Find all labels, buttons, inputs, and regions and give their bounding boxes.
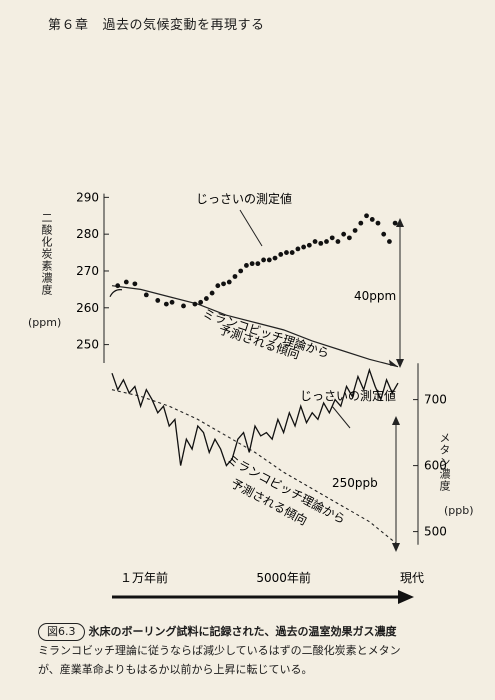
co2-start-curve xyxy=(109,289,123,298)
co2-measured-point xyxy=(272,255,278,261)
co2-measured-point xyxy=(295,246,301,252)
co2-theory-line xyxy=(111,285,399,368)
methane-y-tick-label: 500 xyxy=(424,525,447,539)
co2-measured-point xyxy=(249,261,255,267)
co2-measured-point xyxy=(364,213,369,219)
co2-measured-point xyxy=(221,281,226,287)
co2-measured-point xyxy=(209,290,215,296)
co2-measured-point xyxy=(335,239,341,244)
co2-measured-point xyxy=(358,220,364,226)
co2-measured-point xyxy=(289,250,295,255)
co2-measured-point xyxy=(352,228,358,233)
running-header: 第６章 過去の気候変動を再現する xyxy=(48,14,279,33)
co2-gap-arrowhead-top xyxy=(396,218,404,227)
co2-measured-point xyxy=(341,231,347,237)
co2-measured-point xyxy=(318,240,324,246)
figure-number: 図6.3 xyxy=(38,623,85,641)
co2-measured-point xyxy=(163,301,169,307)
co2-measured-point xyxy=(284,250,289,255)
co2-measured-point xyxy=(324,239,329,244)
methane-gap-arrowhead-top xyxy=(392,416,400,425)
co2-measured-point xyxy=(312,239,318,244)
co2-measured-point xyxy=(375,220,381,226)
co2-measured-point xyxy=(203,296,209,301)
co2-measured-point xyxy=(169,299,175,305)
co2-measured-point xyxy=(238,268,244,274)
methane-gap-label: 250ppb xyxy=(332,476,378,490)
methane-y-tick-label: 600 xyxy=(424,459,447,473)
co2-measured-point xyxy=(392,220,398,226)
co2-measured-point xyxy=(232,274,238,279)
co2-measured-point xyxy=(387,239,392,244)
co2-measured-point xyxy=(192,301,198,307)
methane-theory-line xyxy=(111,389,399,546)
co2-measured-point xyxy=(155,298,161,303)
co2-y-tick-label: 250 xyxy=(76,338,99,352)
co2-measured-point xyxy=(115,283,121,289)
chapter-title: 過去の気候変動を再現する xyxy=(102,18,265,33)
co2-measured-point xyxy=(381,231,387,237)
co2-measured-point xyxy=(244,263,249,268)
caption-body-2: が、産業革命よりもはるか以前から上昇に転じている。 xyxy=(38,663,313,676)
methane-gap-arrowhead-bottom xyxy=(392,543,400,552)
co2-measured-point xyxy=(132,281,138,287)
methane-measured-line xyxy=(111,367,399,467)
co2-measured-point xyxy=(266,257,272,263)
co2-measured-point xyxy=(329,235,335,241)
co2-axis-unit: (ppm) xyxy=(28,316,62,329)
co2-measured-point xyxy=(226,279,232,285)
time-arrowhead xyxy=(398,590,414,604)
co2-measured-point xyxy=(346,235,352,241)
time-label-5000: 5000年前 xyxy=(256,570,311,585)
caption-body-1: ミランコビッチ理論に従うならば減少しているはずの二酸化炭素とメタン xyxy=(38,644,401,657)
co2-gap-label: 40ppm xyxy=(354,289,396,303)
co2-measured-leader xyxy=(239,209,263,247)
co2-measured-point xyxy=(261,257,266,263)
co2-measured-point xyxy=(369,217,375,222)
co2-theory-arrowhead xyxy=(389,359,398,367)
co2-measured-point xyxy=(255,261,261,267)
co2-measured-point xyxy=(181,303,186,309)
time-label-10000: １万年前 xyxy=(120,570,168,585)
chapter-number: 第６章 xyxy=(48,18,89,33)
co2-y-tick-label: 280 xyxy=(76,227,99,241)
co2-y-tick-label: 260 xyxy=(76,301,99,315)
co2-measured-point xyxy=(215,283,221,289)
co2-measured-point xyxy=(198,299,204,305)
methane-axis-unit: (ppb) xyxy=(444,504,474,517)
co2-axis-label: 二酸化炭素濃度 xyxy=(40,212,53,296)
methane-y-tick-label: 700 xyxy=(424,393,447,407)
co2-measured-point xyxy=(278,252,284,257)
co2-y-tick-label: 290 xyxy=(76,190,99,204)
figure-caption: 図6.3 氷床のボーリング試料に記録された、過去の温室効果ガス濃度 ミランコビッチ… xyxy=(38,622,401,679)
methane-axis-label: メタン濃度 xyxy=(438,432,451,492)
time-label-present: 現代 xyxy=(400,571,424,585)
co2-gap-arrowhead-bottom xyxy=(396,359,404,368)
co2-measured-point xyxy=(301,244,307,250)
co2-measured-point xyxy=(306,242,312,248)
methane-measured-leader xyxy=(331,405,351,429)
caption-title: 氷床のボーリング試料に記録された、過去の温室効果ガス濃度 xyxy=(88,625,397,638)
methane-measured-label: じっさいの測定値 xyxy=(300,388,396,403)
co2-measured-label: じっさいの測定値 xyxy=(196,191,292,206)
co2-measured-point xyxy=(143,292,149,298)
co2-measured-point xyxy=(123,279,129,285)
co2-y-tick-label: 270 xyxy=(76,264,99,278)
